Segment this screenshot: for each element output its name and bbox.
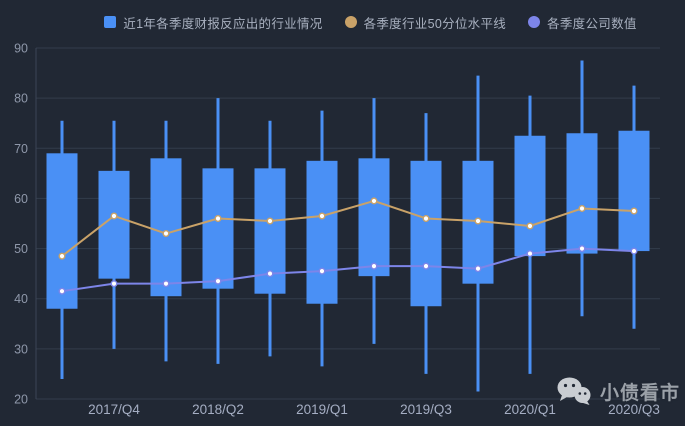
watermark-text: 小债看市	[599, 382, 680, 404]
legend-label: 各季度行业50分位水平线	[363, 16, 507, 31]
company-point	[370, 262, 378, 270]
median-point	[630, 207, 638, 215]
candlestick-box	[514, 135, 546, 257]
median-point	[214, 214, 222, 222]
y-tick-label: 40	[14, 292, 28, 306]
y-tick-label: 60	[14, 192, 28, 206]
y-tick-label: 80	[14, 92, 28, 106]
x-tick-label: 2020/Q3	[608, 402, 660, 417]
wechat-icon	[556, 376, 592, 406]
candlestick-box	[306, 160, 338, 304]
company-point	[422, 262, 430, 270]
legend: 近1年各季度财报反应出的行业情况 各季度行业50分位水平线 各季度公司数值	[0, 12, 685, 32]
candlestick-box	[150, 158, 182, 297]
median-point	[422, 214, 430, 222]
legend-item-company-value[interactable]: 各季度公司数值	[528, 13, 637, 32]
median-point	[58, 252, 66, 260]
median-line	[61, 199, 635, 257]
company-point	[266, 270, 274, 278]
candlestick-box	[566, 133, 598, 254]
median-point	[578, 204, 586, 212]
candlestick-box	[202, 168, 234, 289]
x-tick-label: 2017/Q4	[88, 402, 140, 417]
watermark: 小债看市	[556, 374, 680, 408]
median-point	[474, 217, 482, 225]
candlestick-box	[46, 153, 78, 309]
circle-icon	[344, 16, 357, 28]
y-tick-label: 70	[14, 142, 28, 156]
median-point	[266, 217, 274, 225]
x-tick-label: 2020/Q1	[504, 402, 556, 417]
company-point	[162, 280, 170, 288]
company-point	[630, 247, 638, 255]
y-tick-label: 90	[14, 42, 28, 56]
y-tick-label: 30	[14, 342, 28, 356]
y-tick-label: 20	[14, 393, 28, 407]
company-point	[58, 287, 66, 295]
candlestick-box	[410, 160, 442, 307]
median-point	[526, 222, 534, 230]
company-point	[214, 277, 222, 285]
company-point	[110, 280, 118, 288]
x-tick-label: 2019/Q3	[400, 402, 452, 417]
x-tick-label: 2019/Q1	[296, 402, 348, 417]
median-point	[370, 197, 378, 205]
candlestick-box	[618, 130, 650, 252]
circle-icon	[528, 16, 541, 28]
median-point	[162, 230, 170, 238]
square-icon	[104, 16, 117, 28]
median-point	[110, 212, 118, 220]
median-point	[318, 212, 326, 220]
x-tick-label: 2018/Q2	[192, 402, 244, 417]
legend-label: 各季度公司数值	[547, 16, 637, 31]
company-point	[578, 245, 586, 253]
company-point	[526, 250, 534, 258]
company-point	[318, 267, 326, 275]
company-point	[474, 265, 482, 273]
y-tick-label: 50	[14, 242, 28, 256]
legend-label: 近1年各季度财报反应出的行业情况	[123, 16, 323, 31]
candlestick-box	[358, 158, 390, 277]
legend-item-median-line[interactable]: 各季度行业50分位水平线	[344, 13, 507, 32]
company-line	[61, 247, 635, 293]
legend-item-industry-range[interactable]: 近1年各季度财报反应出的行业情况	[104, 13, 322, 32]
